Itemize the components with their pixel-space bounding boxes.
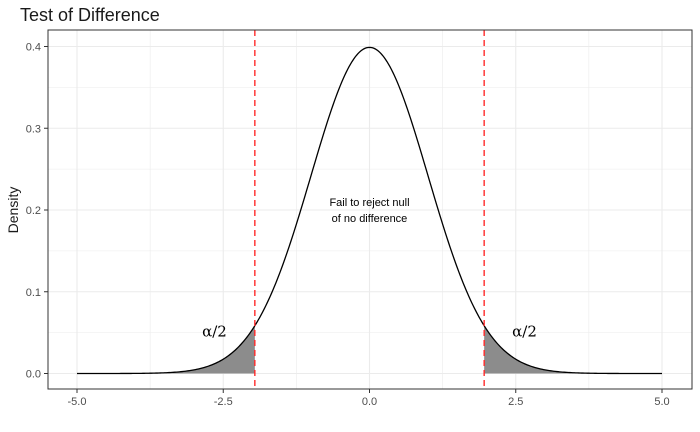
right-tail-area — [484, 325, 662, 374]
tick-layer: -5.0 -2.5 0.0 2.5 5.0 0.0 0.1 0.2 0.3 0.4 — [26, 42, 670, 409]
density-curve — [77, 46, 662, 375]
y-tick-label: 0.4 — [26, 42, 41, 54]
annotation-layer: Fail to reject null of no difference α/2 α/… — [202, 197, 537, 341]
tail-layer — [77, 325, 662, 374]
x-tick-label: -2.5 — [214, 396, 233, 408]
fail-to-reject-annotation: of no difference — [332, 213, 408, 225]
chart-title: Test of Difference — [20, 5, 160, 25]
x-tick-label: 0.0 — [362, 396, 377, 408]
x-tick-label: 5.0 — [654, 396, 669, 408]
y-tick-label: 0.2 — [26, 205, 41, 217]
y-tick-label: 0.3 — [26, 123, 41, 135]
left-tail-area — [77, 325, 255, 374]
curve-layer — [77, 46, 662, 375]
alpha-half-label: α/2 — [512, 323, 537, 341]
x-tick-label: -5.0 — [68, 396, 87, 408]
x-tick-label: 2.5 — [508, 396, 523, 408]
alpha-half-label: α/2 — [202, 323, 227, 341]
grid-layer — [48, 30, 692, 389]
y-axis-label: Density — [5, 187, 21, 234]
y-tick-label: 0.1 — [26, 287, 41, 299]
fail-to-reject-annotation: Fail to reject null — [329, 197, 409, 209]
y-tick-label: 0.0 — [26, 369, 41, 381]
